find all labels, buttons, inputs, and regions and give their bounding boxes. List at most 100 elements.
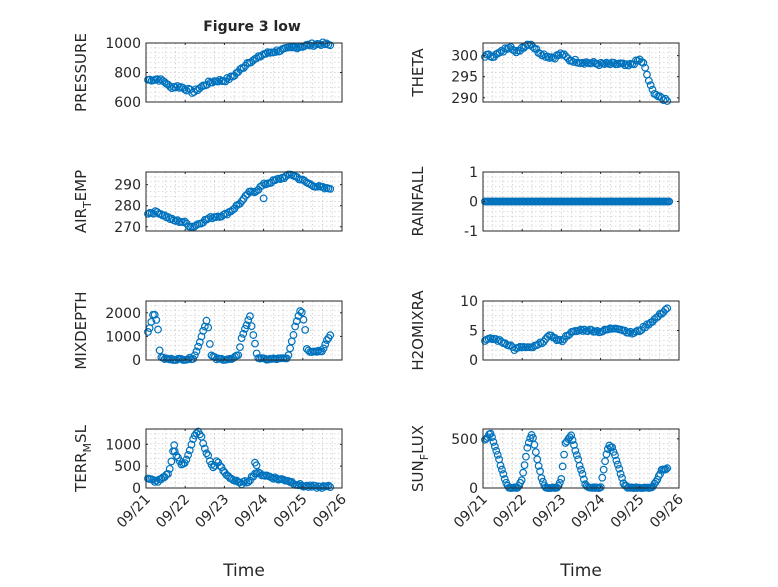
y-tick-label: 2000 bbox=[105, 306, 141, 322]
y-tick-label: 290 bbox=[451, 91, 478, 107]
y-axis-label-main: PRESSURE bbox=[72, 33, 90, 112]
data-point bbox=[282, 172, 290, 180]
data-point bbox=[584, 327, 592, 336]
data-point bbox=[665, 197, 674, 206]
data-point bbox=[184, 451, 192, 459]
pressure-panel: 600 800 1000 PRESSURE bbox=[72, 33, 343, 112]
data-point bbox=[530, 440, 539, 449]
data-point bbox=[326, 41, 335, 50]
data-point bbox=[223, 74, 232, 82]
data-series bbox=[481, 197, 674, 206]
data-point bbox=[284, 351, 293, 360]
data-point bbox=[580, 325, 589, 334]
data-point bbox=[556, 335, 565, 344]
data-point bbox=[488, 433, 496, 441]
axes-frame bbox=[145, 300, 343, 361]
axes-frame bbox=[482, 428, 680, 489]
data-point bbox=[639, 58, 648, 67]
data-point bbox=[486, 429, 495, 438]
data-point bbox=[608, 443, 617, 452]
data-point bbox=[600, 60, 609, 68]
data-point bbox=[150, 310, 159, 319]
y-tick-label: 290 bbox=[114, 178, 141, 194]
y-tick-label: 0 bbox=[132, 481, 141, 497]
data-point bbox=[622, 60, 631, 69]
data-point bbox=[321, 340, 330, 349]
data-point bbox=[326, 483, 335, 491]
data-point bbox=[296, 307, 305, 315]
data-point bbox=[646, 81, 655, 90]
data-series bbox=[144, 170, 335, 231]
data-point bbox=[648, 85, 657, 94]
y-tick-label: 500 bbox=[451, 432, 478, 448]
data-point bbox=[187, 440, 196, 449]
y-axis-label: PRESSURE bbox=[72, 33, 90, 112]
data-point bbox=[306, 41, 314, 50]
y-axis-label-main: RAINFALL bbox=[409, 166, 427, 237]
rainfall-panel: -1 0 1 RAINFALL bbox=[409, 165, 680, 240]
data-point bbox=[293, 44, 301, 53]
data-series bbox=[144, 38, 335, 97]
data-point bbox=[160, 211, 169, 220]
data-point bbox=[663, 97, 672, 105]
data-point bbox=[236, 343, 244, 352]
data-point bbox=[311, 481, 320, 490]
data-point bbox=[153, 75, 162, 84]
y-tick-label: -1 bbox=[464, 224, 478, 240]
data-point bbox=[271, 48, 279, 57]
data-point bbox=[145, 75, 154, 84]
data-point bbox=[558, 462, 567, 471]
y-axis-label: SUNFLUX bbox=[409, 425, 431, 492]
y-axis-label-main: MIXDEPTH bbox=[72, 291, 90, 369]
data-point bbox=[167, 457, 176, 466]
data-point bbox=[291, 43, 300, 52]
data-point bbox=[661, 465, 670, 474]
data-point bbox=[569, 58, 578, 66]
data-point bbox=[189, 354, 198, 363]
data-point bbox=[661, 305, 670, 314]
y-axis-label: TERRMSL bbox=[72, 424, 94, 493]
data-point bbox=[578, 58, 587, 67]
data-point bbox=[261, 49, 270, 58]
data-point bbox=[249, 331, 258, 339]
y-axis-label-main: AIR bbox=[72, 208, 90, 233]
data-point bbox=[615, 464, 624, 473]
data-point bbox=[644, 76, 653, 85]
y-tick-label: 500 bbox=[114, 459, 141, 475]
data-point bbox=[319, 344, 328, 353]
data-point bbox=[244, 316, 253, 325]
mixdepth-panel: 0 1000 2000 MIXDEPTH bbox=[72, 291, 343, 370]
data-point bbox=[318, 182, 327, 191]
data-point bbox=[147, 317, 156, 326]
data-point bbox=[577, 465, 585, 474]
y-axis-label: THETA bbox=[409, 48, 427, 98]
data-point bbox=[206, 212, 215, 221]
data-point bbox=[517, 476, 526, 485]
data-point bbox=[663, 464, 672, 473]
data-point bbox=[613, 460, 622, 469]
data-point bbox=[194, 342, 203, 351]
data-point bbox=[663, 304, 672, 313]
data-point bbox=[272, 46, 281, 55]
data-point bbox=[172, 451, 181, 460]
data-point bbox=[171, 83, 180, 92]
data-point bbox=[599, 465, 608, 474]
data-point bbox=[205, 340, 214, 348]
data-point bbox=[289, 331, 298, 339]
data-point bbox=[531, 448, 540, 456]
data-point bbox=[217, 463, 226, 471]
y-tick-label: 1000 bbox=[105, 36, 141, 52]
data-point bbox=[512, 48, 521, 57]
y-tick-label: 1000 bbox=[105, 329, 141, 345]
y-tick-label: 5 bbox=[469, 324, 478, 340]
y-tick-label: 600 bbox=[114, 95, 141, 111]
data-point bbox=[237, 334, 246, 343]
y-axis-label: H2OMIXRA bbox=[409, 290, 427, 371]
y-axis-label-sub: T bbox=[81, 201, 94, 209]
data-point bbox=[204, 214, 213, 223]
data-point bbox=[593, 326, 602, 335]
data-point bbox=[580, 60, 589, 68]
data-point bbox=[520, 461, 529, 470]
data-point bbox=[153, 208, 162, 216]
